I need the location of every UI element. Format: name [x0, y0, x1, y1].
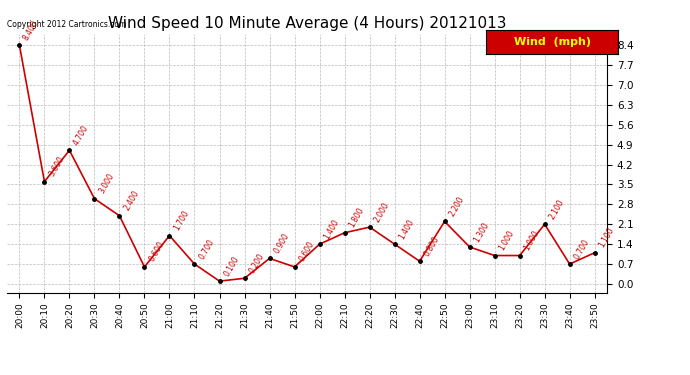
Text: 1.400: 1.400	[397, 217, 416, 241]
Text: 1.000: 1.000	[497, 229, 516, 252]
Text: 1.400: 1.400	[322, 217, 341, 241]
Text: 1.700: 1.700	[172, 209, 190, 232]
Text: 0.700: 0.700	[572, 237, 591, 261]
Title: Wind Speed 10 Minute Average (4 Hours) 20121013: Wind Speed 10 Minute Average (4 Hours) 2…	[108, 16, 506, 31]
Text: Wind  (mph): Wind (mph)	[513, 37, 591, 47]
Text: 0.800: 0.800	[422, 234, 441, 258]
Text: 0.200: 0.200	[247, 252, 266, 275]
Text: 3.000: 3.000	[97, 172, 116, 195]
Text: 2.100: 2.100	[547, 198, 566, 221]
Text: 8.400: 8.400	[22, 18, 41, 42]
Text: 1.800: 1.800	[347, 206, 366, 230]
Text: 0.100: 0.100	[222, 254, 241, 278]
Text: 2.400: 2.400	[122, 189, 141, 212]
Text: 0.900: 0.900	[272, 231, 290, 255]
Text: 3.600: 3.600	[47, 155, 66, 178]
Text: 1.100: 1.100	[598, 226, 615, 249]
Text: Copyright 2012 Cartronics.com: Copyright 2012 Cartronics.com	[7, 20, 126, 28]
Text: 0.700: 0.700	[197, 237, 216, 261]
Text: 2.200: 2.200	[447, 195, 466, 218]
Text: 1.300: 1.300	[472, 220, 491, 244]
Text: 1.000: 1.000	[522, 229, 541, 252]
Text: 4.700: 4.700	[72, 123, 90, 147]
Text: 2.000: 2.000	[372, 200, 391, 224]
Text: 0.600: 0.600	[297, 240, 316, 264]
Text: 0.600: 0.600	[147, 240, 166, 264]
